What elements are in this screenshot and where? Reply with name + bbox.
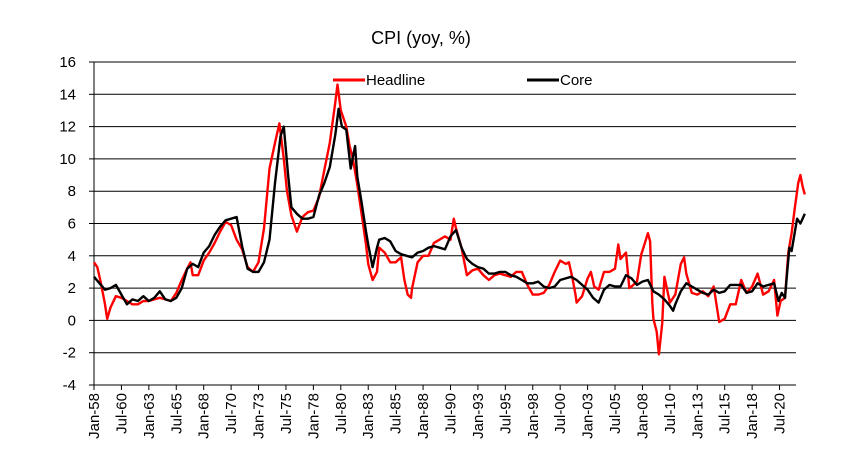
x-tick-label: Jan-13 [689, 393, 706, 439]
x-tick-label: Jan-08 [634, 393, 651, 439]
series-line-headline [93, 83, 806, 356]
x-tick-label: Jul-80 [333, 393, 350, 434]
x-tick-label: Jul-85 [388, 393, 405, 434]
x-axis-ticks: Jan-58 Jul-60 Jan-63 Jul-65 Jan-68 Jul-70 Jan-… [86, 385, 789, 439]
legend-label-core: Core [560, 72, 593, 89]
y-tick-label: 8 [68, 183, 76, 200]
x-tick-label: Jan-18 [744, 393, 761, 439]
x-tick-label: Jul-60 [113, 393, 130, 434]
y-tick-label: 10 [59, 151, 76, 168]
x-tick-label: Jan-63 [141, 393, 158, 439]
y-tick-label: 2 [68, 280, 76, 297]
gridlines [93, 61, 796, 386]
x-tick-label: Jan-73 [251, 393, 268, 439]
chart-title: CPI (yoy, %) [371, 28, 471, 48]
x-tick-label: Jul-00 [552, 393, 569, 434]
y-tick-label: -4 [63, 377, 76, 394]
legend-label-headline: Headline [366, 72, 425, 89]
x-tick-label: Jan-98 [525, 393, 542, 439]
x-tick-label: Jan-83 [360, 393, 377, 439]
x-tick-label: Jul-75 [278, 393, 295, 434]
series-line-core [93, 107, 806, 312]
y-tick-label: -2 [63, 345, 76, 362]
x-tick-label: Jan-88 [415, 393, 432, 439]
y-axis-ticks: -4 -2 0 2 4 6 8 10 12 14 16 [59, 54, 94, 394]
y-tick-label: 12 [59, 119, 76, 136]
x-tick-label: Jan-58 [86, 393, 103, 439]
x-tick-label: Jan-03 [580, 393, 597, 439]
x-tick-label: Jan-78 [305, 393, 322, 439]
y-tick-label: 4 [68, 248, 76, 265]
legend: Headline Core [333, 72, 593, 89]
x-tick-label: Jan-93 [470, 393, 487, 439]
y-tick-label: 14 [59, 86, 76, 103]
y-tick-label: 16 [59, 54, 76, 71]
x-tick-label: Jul-10 [662, 393, 679, 434]
x-tick-label: Jul-65 [168, 393, 185, 434]
x-tick-label: Jul-95 [497, 393, 514, 434]
x-tick-label: Jul-20 [772, 393, 789, 434]
x-tick-label: Jul-05 [607, 393, 624, 434]
x-tick-label: Jan-68 [196, 393, 213, 439]
x-tick-label: Jul-70 [223, 393, 240, 434]
y-tick-label: 6 [68, 216, 76, 233]
x-tick-label: Jul-15 [717, 393, 734, 434]
y-tick-label: 0 [68, 312, 76, 329]
series-lines [93, 83, 806, 356]
x-tick-label: Jul-90 [442, 393, 459, 434]
